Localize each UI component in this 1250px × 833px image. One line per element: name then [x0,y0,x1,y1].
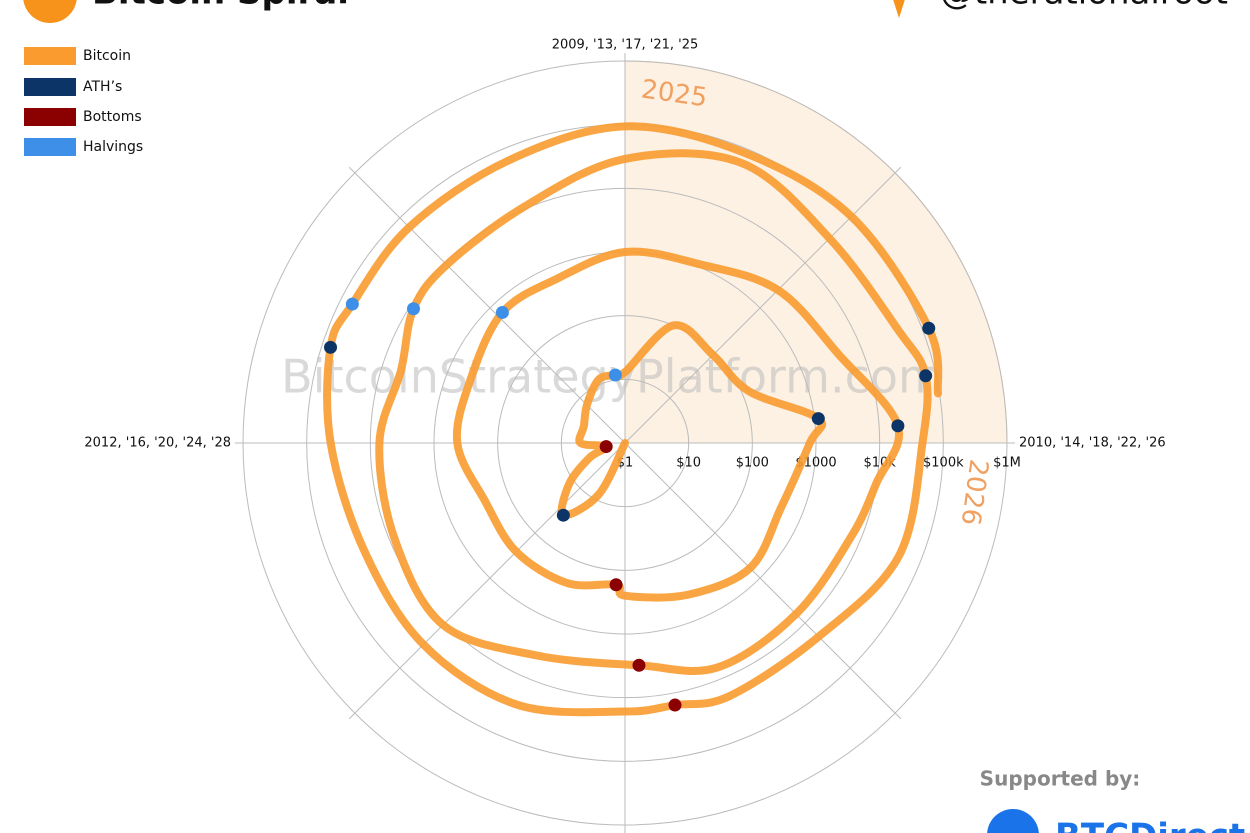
r-tick-label: $1M [993,456,1021,471]
chart-title: Bitcoin Spiral [92,0,349,13]
legend-label: ATH’s [83,79,122,95]
event-dot [891,419,905,433]
angle-tick-label: 2010, '14, '18, '22, '26 [1019,436,1166,451]
legend-swatch [24,138,76,156]
r-tick-label: $100 [736,456,769,471]
credit-icon [893,0,905,18]
sponsor: BTCDirect [1055,817,1245,833]
spoke [624,166,902,444]
event-dot [406,302,420,316]
spoke [348,166,626,444]
event-dot [922,321,936,335]
event-dot [556,508,570,522]
legend-swatch [24,78,76,96]
event-dot [345,297,359,311]
legend-label: Halvings [83,139,143,155]
legend-label: Bottoms [83,109,142,125]
r-tick-label: $10 [676,456,701,471]
event-dot [495,305,509,319]
title-icon [23,0,77,23]
event-dot [324,340,338,354]
event-dot [668,698,682,712]
event-dot [608,368,622,382]
spoke [624,442,902,720]
sponsor-label: Supported by: [980,767,1141,791]
spoke [348,442,626,720]
event-dot [919,369,933,383]
sponsor-block: Supported by: BTCDirect [980,767,1245,833]
legend-swatch [24,108,76,126]
legend-swatch [24,47,76,65]
angle-tick-label: 2009, '13, '17, '21, '25 [552,38,699,53]
r-tick-label: $100k [923,456,964,471]
angle-tick-label: 2012, '16, '20, '24, '28 [84,436,231,451]
event-dot [599,440,613,454]
legend-label: Bitcoin [83,48,131,64]
event-dot [632,658,646,672]
sponsor-logo [987,809,1039,833]
price-line [323,122,943,717]
event-dot [609,578,623,592]
credit: @therationalroot [940,0,1228,13]
header: Bitcoin Spiral @therationalroot [23,0,1228,23]
event-dot [811,412,825,426]
